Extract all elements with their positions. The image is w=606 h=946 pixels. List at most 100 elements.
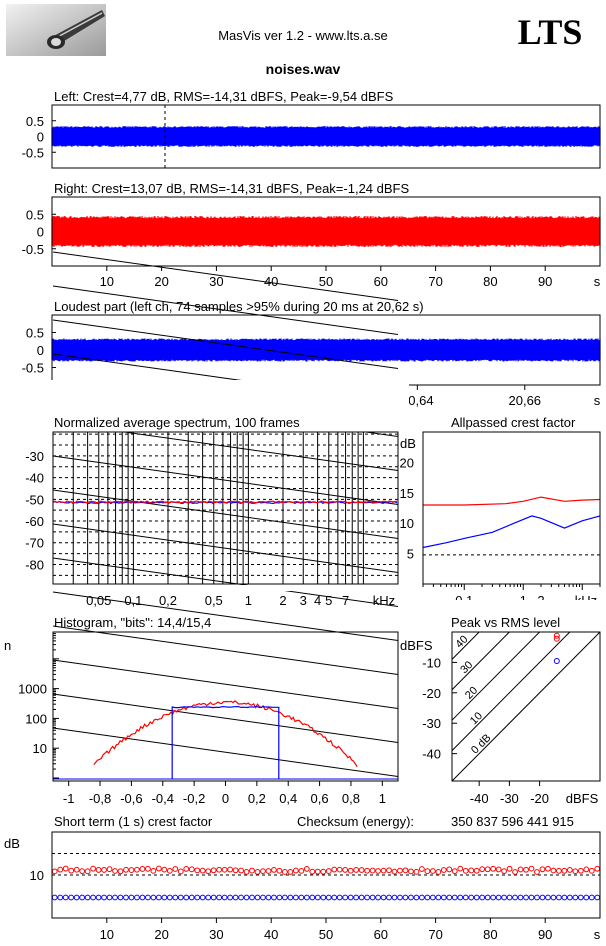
crest-point [446, 866, 453, 873]
spectrum-xunit: kHz [373, 593, 395, 608]
histogram-xtick: 1 [379, 791, 386, 806]
crest-point [358, 894, 365, 901]
spectrum-xtick: 0,05 [86, 593, 111, 608]
crest-point [473, 867, 480, 874]
file-name: noises.wav [266, 61, 341, 77]
crest-point [380, 867, 387, 874]
crest-point [501, 894, 508, 901]
right-xtick: 70 [428, 274, 442, 289]
crest-point [90, 894, 96, 901]
allpass-ytick: 5 [407, 547, 414, 562]
loudest-xtick: 20,66 [509, 393, 542, 408]
crest-checksum-label: Checksum (energy): [297, 814, 414, 829]
crest-point [150, 894, 157, 901]
crest-point [51, 868, 58, 875]
spectrum-title: Normalized average spectrum, 100 frames [54, 415, 300, 430]
crest-point [539, 894, 546, 901]
crest-xtick: 50 [319, 927, 333, 942]
crest-point [479, 894, 486, 901]
crest-point [238, 867, 244, 874]
spectrum-slope-line [52, 285, 399, 336]
right-xtick: 40 [264, 274, 278, 289]
histogram-xtick: -1 [63, 791, 75, 806]
peakrms-point-0 [553, 632, 560, 639]
crest-xtick: 10 [100, 927, 114, 942]
crest-point [177, 894, 184, 901]
crest-point [336, 866, 343, 873]
crest-point [194, 894, 201, 901]
right-xtick: 10 [100, 274, 114, 289]
spectrum-series-1 [52, 500, 398, 504]
crest-point [429, 894, 436, 901]
crest-point [468, 867, 475, 874]
crest-point [451, 868, 458, 875]
right-xtick: 20 [154, 274, 168, 289]
crest-point [375, 894, 381, 901]
crest-xtick: 90 [538, 927, 552, 942]
crest-point [435, 869, 442, 875]
right-xtick: 60 [374, 274, 388, 289]
crest-point [134, 894, 140, 901]
crest-point [194, 867, 201, 874]
spectrum-ytick: -50 [25, 492, 44, 507]
spectrum-xtick: 3 [300, 593, 307, 608]
right-title: Right: Crest=13,07 dB, RMS=-14,31 dBFS, … [54, 181, 409, 196]
crest-point [556, 867, 562, 874]
crest-point [347, 894, 354, 901]
crest-point [265, 868, 272, 874]
loudest-xunit: s [594, 393, 601, 408]
crest-point [210, 894, 217, 901]
crest-ylabel: dB [4, 836, 20, 851]
crest-point [545, 865, 551, 872]
crest-point [402, 894, 409, 901]
crest-point [457, 865, 464, 872]
crest-point [117, 894, 124, 901]
histogram-xtick: -0,4 [152, 791, 174, 806]
left-ytick: 0.5 [26, 114, 44, 129]
crest-point [161, 866, 168, 873]
spectrum-frame [52, 431, 399, 585]
spectrum-ytick: -80 [25, 557, 44, 572]
spectrum-mask-left [0, 380, 53, 590]
crest-point [134, 866, 140, 873]
crest-point [572, 868, 579, 875]
crest-point [188, 866, 195, 873]
crest-point [523, 866, 529, 873]
crest-point [221, 894, 228, 901]
crest-point [287, 894, 294, 901]
crest-point [79, 868, 86, 875]
crest-point [588, 894, 595, 901]
crest-point [254, 894, 261, 901]
spectrum-xtick: 0,1 [124, 593, 142, 608]
spectrum-mask-top [53, 380, 400, 432]
crest-point [369, 894, 376, 901]
loudest-ytick: 0.5 [26, 326, 44, 341]
loudest-ytick: -0.5 [22, 361, 44, 376]
crest-point [462, 867, 469, 874]
crest-point [177, 868, 184, 875]
crest-point [232, 867, 239, 874]
spectrum-slope-line [52, 489, 399, 540]
crest-point [123, 866, 129, 873]
crest-point [123, 894, 129, 901]
crest-xtick: 20 [154, 927, 168, 942]
crest-point [265, 894, 272, 901]
crest-point [364, 894, 371, 901]
crest-point [101, 867, 107, 873]
spectrum-grid [52, 432, 399, 584]
right-xtick: 30 [209, 274, 223, 289]
histogram-xtick: 0,8 [342, 791, 360, 806]
crest-point [369, 867, 376, 874]
crest-point [501, 868, 508, 875]
crest-point [408, 894, 414, 901]
peakrms-ytick: -10 [422, 655, 441, 670]
peakrms-diagonal [451, 631, 510, 691]
crest-point [408, 868, 414, 875]
crest-point [451, 894, 458, 901]
spectrum-slope-line [52, 251, 399, 302]
crest-point [424, 868, 431, 875]
spectrum-ytick: -70 [25, 536, 44, 551]
allpass-ytick: 15 [400, 486, 414, 501]
crest-xunit: s [594, 927, 601, 942]
crest-point [517, 894, 524, 901]
